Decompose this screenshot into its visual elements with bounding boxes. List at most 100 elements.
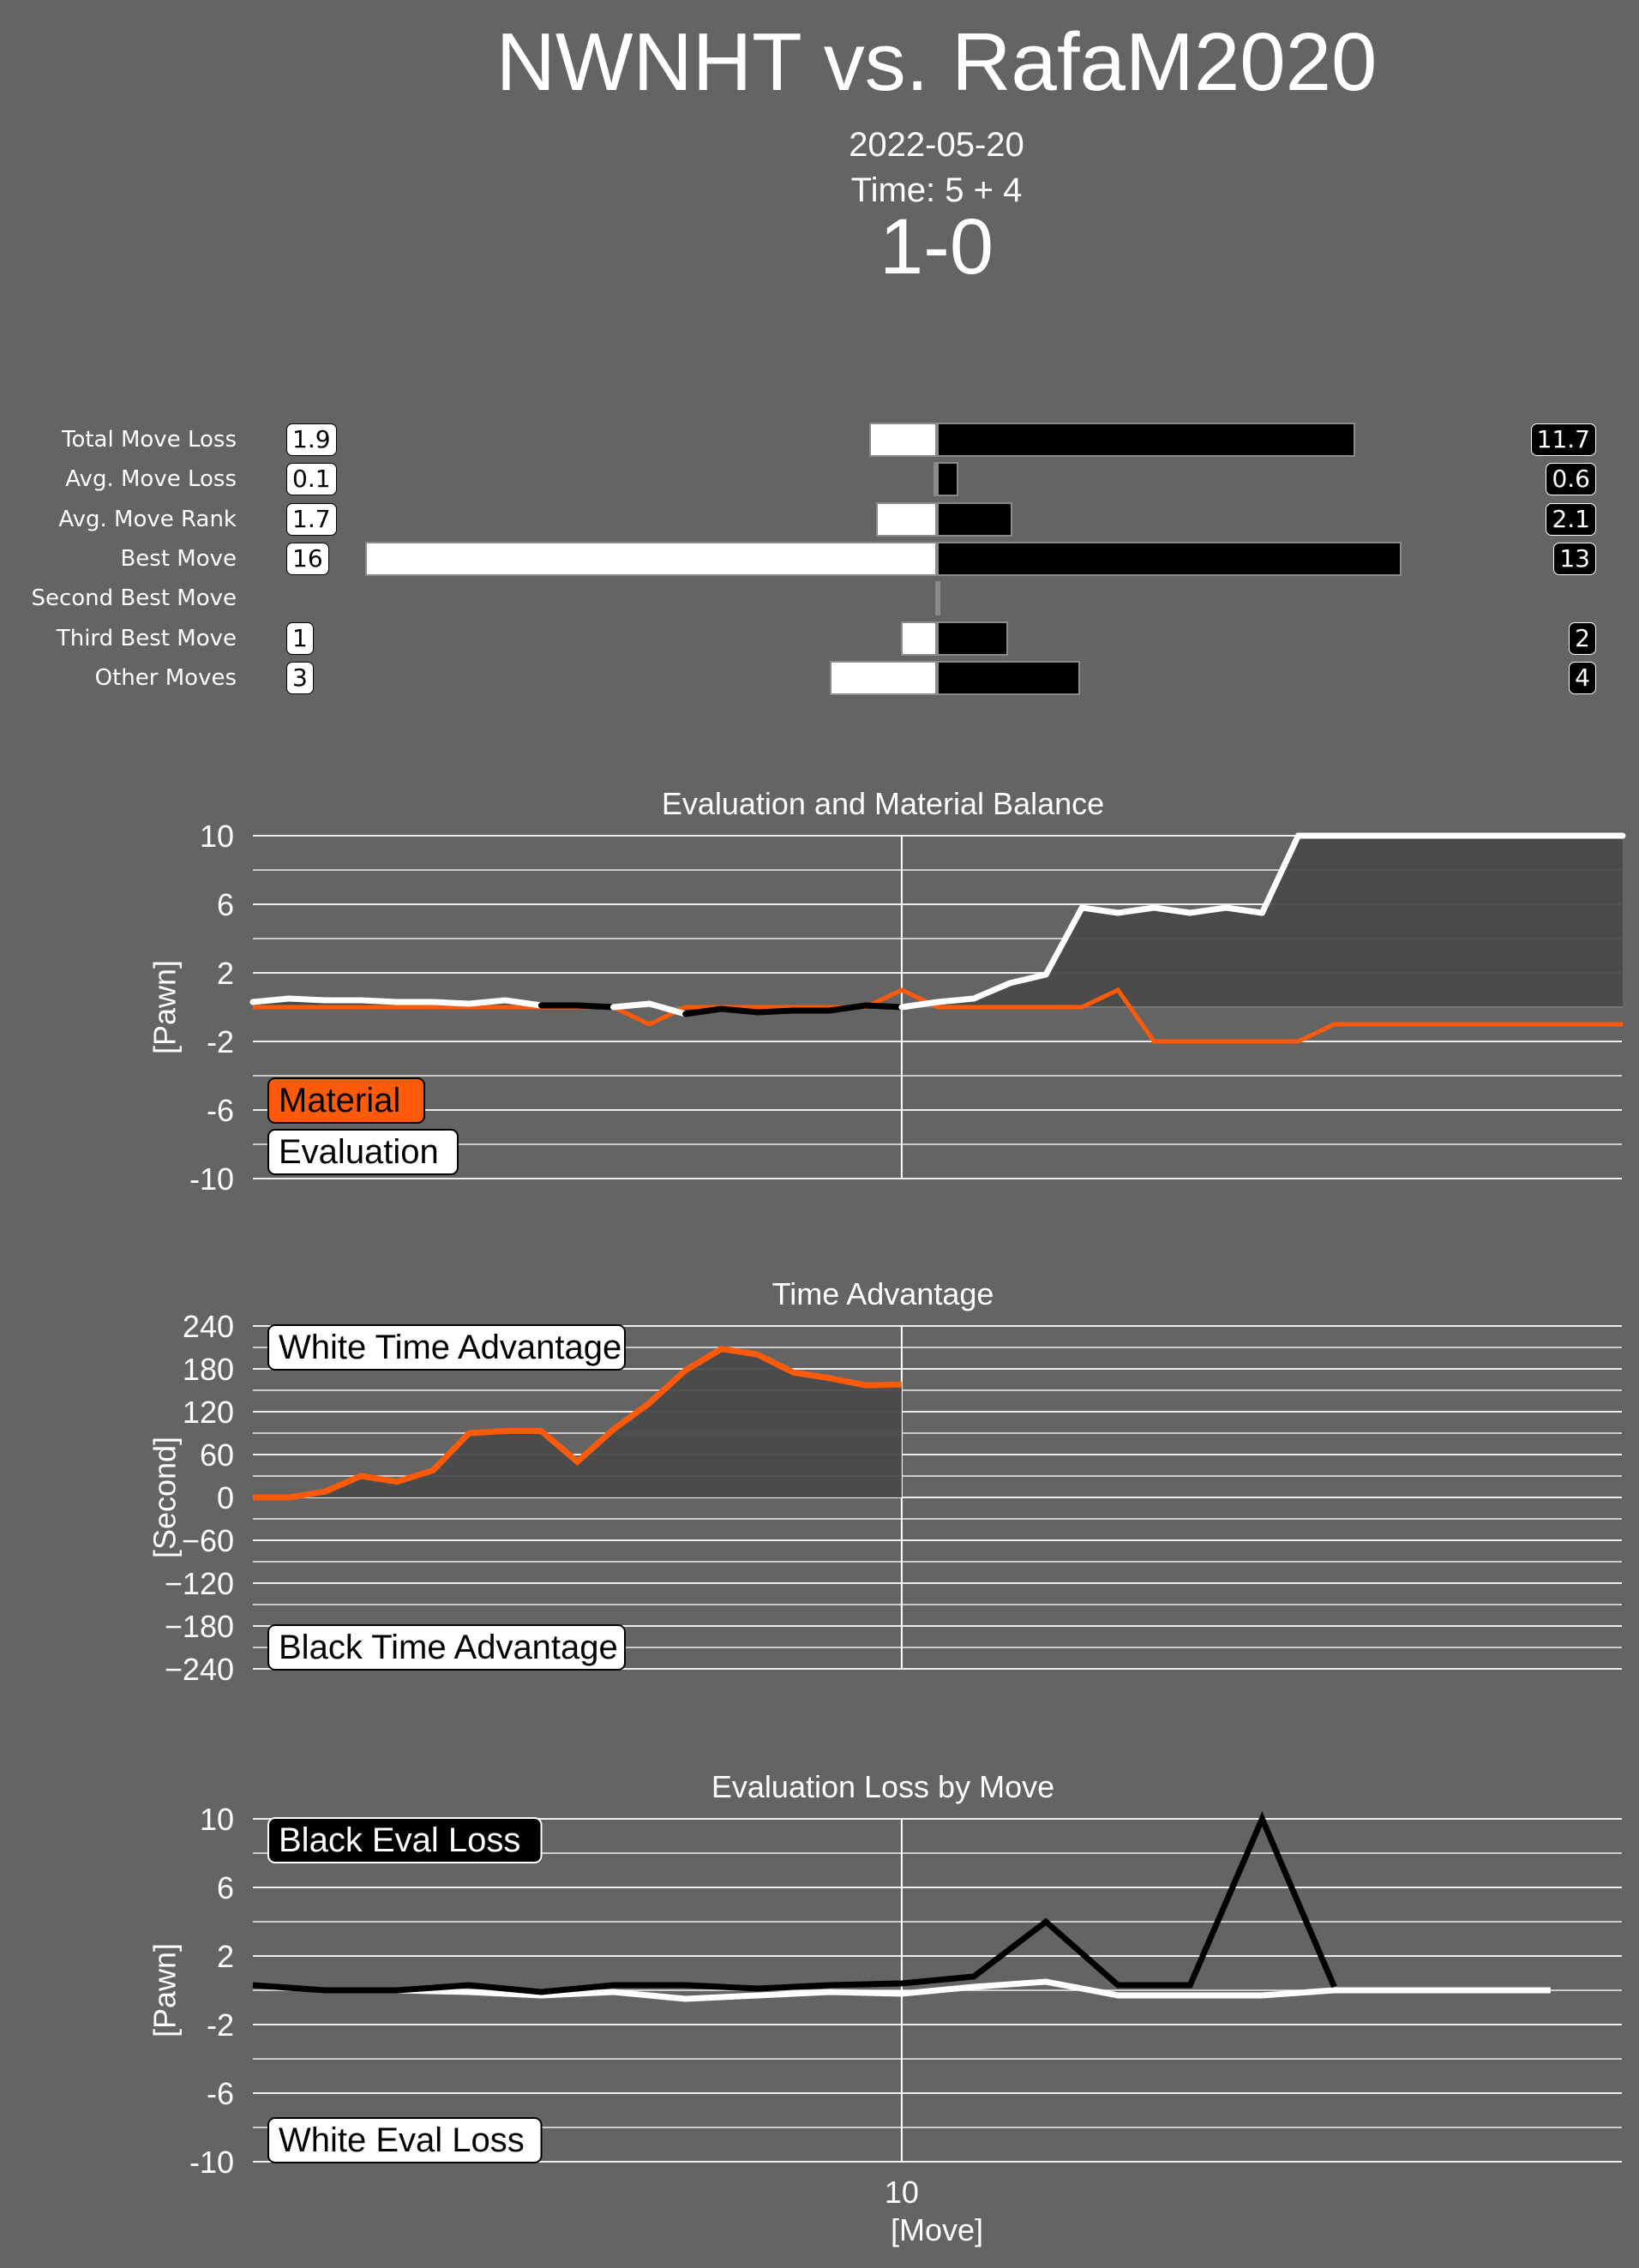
- white-eval-loss-line: [325, 1978, 1551, 2002]
- stat-label: Best Move: [120, 545, 237, 572]
- evaluation-segment: [1042, 904, 1085, 978]
- y-tick-label: -10: [189, 1161, 234, 1191]
- evaluation-segment: [610, 1000, 653, 1011]
- evaluation-segment: [1222, 904, 1265, 916]
- y-tick-label: 6: [217, 1870, 234, 1905]
- evaluation-segment: [1078, 904, 1121, 916]
- black-eval-loss-line: [252, 1811, 1337, 1995]
- y-tick-label: 120: [183, 1395, 234, 1430]
- material-line: [253, 987, 1623, 1044]
- evaluation-segment: [249, 995, 292, 1005]
- legend-black-time-box: [267, 1624, 626, 1671]
- x-tick-label: 10: [885, 2175, 919, 2210]
- y-tick-label: -6: [207, 1093, 234, 1128]
- legend-white-loss-label: White Eval Loss: [279, 2121, 525, 2159]
- white-stat-badge: 1: [286, 621, 314, 655]
- y-tick-label: 60: [200, 1437, 234, 1473]
- time-advantage-line: [253, 1346, 902, 1501]
- black-stat-bar: [937, 541, 1402, 576]
- white-stat-bar: [901, 621, 937, 656]
- y-tick-label: 2: [217, 1939, 234, 1974]
- white-stat-badge: 3: [286, 661, 314, 694]
- white-stat-bar: [829, 660, 937, 695]
- y-axis-label: [Second]: [147, 1437, 183, 1558]
- evaluation-segment: [754, 1007, 797, 1016]
- stat-label: Second Best Move: [31, 585, 237, 612]
- black-stat-bar: [937, 660, 1080, 695]
- chart-title: Evaluation Loss by Move: [711, 1769, 1054, 1804]
- y-tick-label: −120: [165, 1566, 234, 1601]
- y-tick-label: 180: [183, 1352, 234, 1387]
- y-tick-label: −60: [182, 1523, 234, 1558]
- evaluation-segment: [1006, 971, 1049, 987]
- evaluation-segment: [826, 1002, 869, 1014]
- legend-white-time-label: White Time Advantage: [279, 1329, 621, 1366]
- black-stat-badge: 2: [1569, 621, 1596, 655]
- y-tick-label: 10: [200, 1802, 234, 1837]
- evaluation-segment: [898, 999, 941, 1011]
- legend-material-box: [267, 1077, 425, 1124]
- black-stat-badge: 13: [1553, 542, 1596, 575]
- legend-black-loss-label: Black Eval Loss: [279, 1821, 520, 1859]
- game-date: 2022-05-20: [849, 126, 1024, 164]
- y-axis-label: [Pawn]: [147, 960, 183, 1054]
- white-stat-badge: 1.9: [286, 423, 337, 456]
- y-tick-label: 0: [217, 1480, 234, 1515]
- evaluation-segment: [718, 1005, 761, 1016]
- black-stat-badge: 2.1: [1546, 502, 1596, 536]
- evaluation-segment: [1186, 904, 1229, 916]
- white-stat-badge: 1.7: [286, 502, 337, 536]
- y-tick-label: -6: [207, 2076, 234, 2111]
- white-stat-bar: [933, 462, 937, 497]
- black-stat-badge: 11.7: [1530, 423, 1596, 456]
- white-stat-badge: 0.1: [286, 463, 337, 496]
- evaluation-area: [253, 836, 1623, 1014]
- black-stat-bar: [937, 621, 1009, 656]
- time-advantage-area: [253, 1348, 902, 1497]
- game-result: 1-0: [880, 203, 994, 291]
- y-axis-label: [Pawn]: [147, 1943, 183, 2037]
- y-tick-label: 10: [200, 819, 234, 854]
- stat-label: Avg. Move Loss: [65, 466, 237, 493]
- black-stat-bar: [937, 423, 1355, 457]
- white-stat-bar: [868, 423, 937, 457]
- time-control: Time: 5 + 4: [850, 171, 1023, 209]
- y-tick-label: 2: [217, 956, 234, 991]
- y-tick-label: -10: [189, 2145, 234, 2180]
- stat-label: Other Moves: [94, 664, 237, 691]
- legend-evaluation-label: Evaluation: [279, 1133, 439, 1171]
- legend-black-time-label: Black Time Advantage: [279, 1629, 618, 1666]
- evaluation-segment: [646, 1000, 689, 1017]
- evaluation-segment: [970, 980, 1013, 1002]
- y-tick-label: -2: [207, 2007, 234, 2043]
- evaluation-segment: [357, 997, 400, 1005]
- evaluation-segment: [934, 995, 977, 1005]
- evaluation-segment: [1258, 832, 1301, 916]
- chart-title: Time Advantage: [772, 1276, 994, 1311]
- time-advantage-chart: Time Advantage 240 180 120 60 0 −60 −120 −180 −24…: [147, 1276, 1622, 1684]
- evaluation-segment: [465, 997, 508, 1007]
- black-stat-bar: [937, 462, 959, 497]
- y-tick-label: −180: [165, 1609, 234, 1644]
- evaluation-segment: [285, 995, 328, 1004]
- legend-white-loss-box: [267, 2117, 543, 2163]
- legend-material-label: Material: [279, 1082, 400, 1119]
- x-axis-label: [Move]: [891, 2212, 983, 2247]
- white-stat-badge: 16: [286, 542, 329, 575]
- evaluation-segment: [682, 1005, 725, 1017]
- page-title: NWNHT vs. RafaM2020: [495, 16, 1378, 108]
- black-stat-badge: 0.6: [1546, 463, 1596, 496]
- black-stat-bar: [937, 581, 940, 616]
- chart-title: Evaluation and Material Balance: [662, 786, 1104, 821]
- y-tick-label: -2: [207, 1024, 234, 1059]
- evaluation-segment: [1114, 904, 1157, 916]
- white-stat-bar: [876, 501, 937, 537]
- black-stat-bar: [937, 501, 1012, 537]
- legend-evaluation-box: [267, 1129, 459, 1175]
- evaluation-material-chart: Evaluation and Material Balance 10 6 2 -2 -6 -…: [147, 786, 1626, 1191]
- evaluation-segment: [573, 1002, 616, 1011]
- evaluation-segment: [429, 999, 472, 1007]
- evaluation-segment: [1150, 904, 1193, 916]
- black-stat-badge: 4: [1569, 661, 1596, 694]
- y-tick-label: 6: [217, 887, 234, 922]
